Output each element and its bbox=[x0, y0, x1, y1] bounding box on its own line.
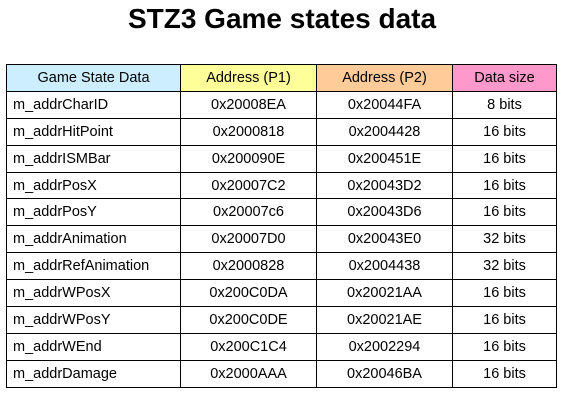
table-row: m_addrAnimation 0x20007D0 0x20043E0 32 b… bbox=[6, 225, 557, 254]
cell-data-size: 16 bits bbox=[452, 117, 557, 146]
cell-state-name: m_addrRefAnimation bbox=[6, 252, 181, 281]
cell-address-p1: 0x2000828 bbox=[180, 252, 317, 281]
cell-address-p2: 0x20021AA bbox=[316, 279, 453, 308]
cell-address-p1: 0x20007D0 bbox=[180, 225, 317, 254]
cell-address-p2: 0x20044FA bbox=[316, 90, 453, 119]
cell-address-p1: 0x2000AAA bbox=[180, 359, 317, 388]
cell-state-name: m_addrISMBar bbox=[6, 144, 181, 173]
cell-address-p1: 0x2000818 bbox=[180, 117, 317, 146]
cell-data-size: 8 bits bbox=[452, 90, 557, 119]
cell-address-p2: 0x2004428 bbox=[316, 117, 453, 146]
cell-data-size: 16 bits bbox=[452, 171, 557, 200]
table-row: m_addrPosX 0x20007C2 0x20043D2 16 bits bbox=[6, 171, 557, 200]
cell-data-size: 16 bits bbox=[452, 359, 557, 388]
cell-address-p2: 0x20046BA bbox=[316, 359, 453, 388]
cell-address-p1: 0x200090E bbox=[180, 144, 317, 173]
cell-address-p1: 0x20007c6 bbox=[180, 198, 317, 227]
cell-address-p1: 0x20007C2 bbox=[180, 171, 317, 200]
cell-state-name: m_addrHitPoint bbox=[6, 117, 181, 146]
cell-address-p1: 0x200C0DA bbox=[180, 279, 317, 308]
table-header-row: Game State Data Address (P1) Address (P2… bbox=[6, 64, 557, 92]
slide-title: STZ3 Game states data bbox=[127, 3, 437, 34]
cell-address-p2: 0x20043E0 bbox=[316, 225, 453, 254]
cell-data-size: 16 bits bbox=[452, 144, 557, 173]
cell-address-p2: 0x2004438 bbox=[316, 252, 453, 281]
cell-address-p2: 0x20021AE bbox=[316, 306, 453, 334]
header-data-size: Data size bbox=[452, 64, 557, 92]
cell-state-name: m_addrAnimation bbox=[6, 225, 181, 254]
cell-state-name: m_addrWEnd bbox=[6, 332, 181, 361]
cell-state-name: m_addrDamage bbox=[6, 359, 181, 388]
header-address-p2: Address (P2) bbox=[316, 64, 453, 92]
cell-state-name: m_addrWPosX bbox=[6, 279, 181, 308]
cell-address-p2: 0x20043D2 bbox=[316, 171, 453, 200]
cell-address-p2: 0x200451E bbox=[316, 144, 453, 173]
cell-address-p1: 0x200C0DE bbox=[180, 306, 317, 334]
cell-address-p2: 0x2002294 bbox=[316, 332, 453, 361]
cell-state-name: m_addrWPosY bbox=[6, 306, 181, 334]
table-row: m_addrPosY 0x20007c6 0x20043D6 16 bits bbox=[6, 198, 557, 227]
table-row: m_addrRefAnimation 0x2000828 0x2004438 3… bbox=[6, 252, 557, 281]
cell-address-p1: 0x20008EA bbox=[180, 90, 317, 119]
header-game-state-data: Game State Data bbox=[6, 64, 181, 92]
table-row: m_addrWPosY 0x200C0DE 0x20021AE 16 bits bbox=[6, 306, 557, 334]
cell-data-size: 16 bits bbox=[452, 332, 557, 361]
cell-data-size: 16 bits bbox=[452, 306, 557, 334]
cell-data-size: 16 bits bbox=[452, 279, 557, 308]
cell-address-p1: 0x200C1C4 bbox=[180, 332, 317, 361]
game-states-table: Game State Data Address (P1) Address (P2… bbox=[6, 64, 557, 388]
table-row: m_addrWPosX 0x200C0DA 0x20021AA 16 bits bbox=[6, 279, 557, 308]
cell-data-size: 32 bits bbox=[452, 252, 557, 281]
cell-state-name: m_addrCharID bbox=[6, 90, 181, 119]
header-address-p1: Address (P1) bbox=[180, 64, 317, 92]
cell-state-name: m_addrPosY bbox=[6, 198, 181, 227]
table-row: m_addrHitPoint 0x2000818 0x2004428 16 bi… bbox=[6, 117, 557, 146]
cell-data-size: 16 bits bbox=[452, 198, 557, 227]
table-row: m_addrWEnd 0x200C1C4 0x2002294 16 bits bbox=[6, 332, 557, 361]
table-row: m_addrCharID 0x20008EA 0x20044FA 8 bits bbox=[6, 90, 557, 119]
table-row: m_addrDamage 0x2000AAA 0x20046BA 16 bits bbox=[6, 359, 557, 388]
cell-state-name: m_addrPosX bbox=[6, 171, 181, 200]
cell-data-size: 32 bits bbox=[452, 225, 557, 254]
table-row: m_addrISMBar 0x200090E 0x200451E 16 bits bbox=[6, 144, 557, 173]
cell-address-p2: 0x20043D6 bbox=[316, 198, 453, 227]
